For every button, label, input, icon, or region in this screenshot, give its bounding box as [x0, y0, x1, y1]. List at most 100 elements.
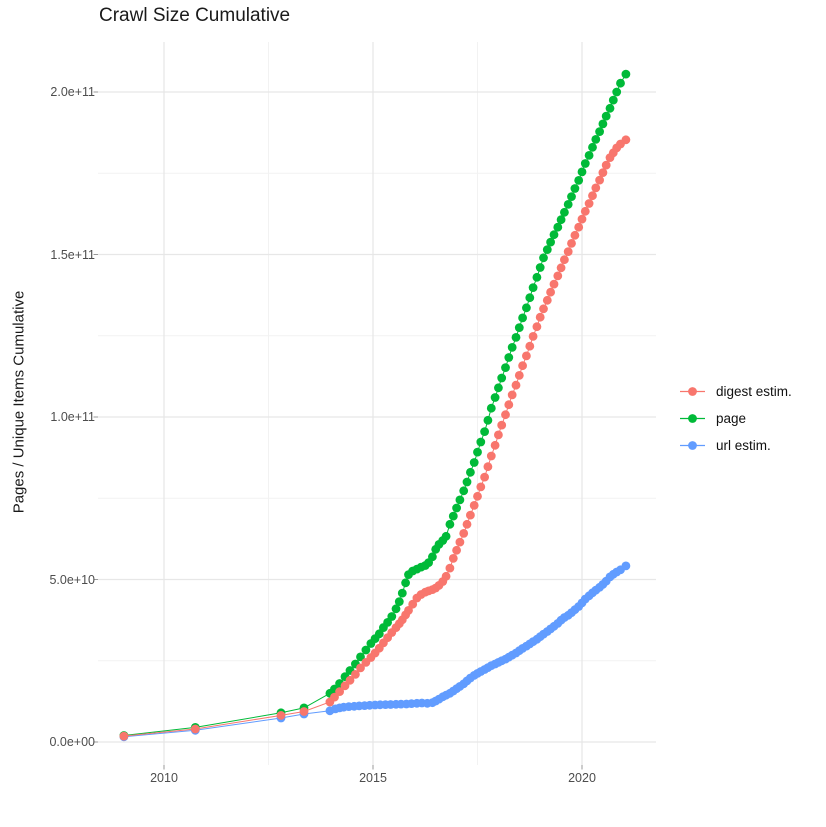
- data-point: [448, 511, 458, 521]
- data-point: [455, 495, 465, 505]
- data-point: [588, 191, 597, 201]
- data-point: [542, 295, 552, 305]
- legend-key-page-icon: [680, 414, 705, 423]
- data-point: [601, 160, 611, 170]
- data-point: [570, 184, 580, 193]
- data-point: [501, 410, 510, 420]
- data-point: [518, 361, 527, 371]
- data-point: [448, 554, 458, 563]
- data-point: [401, 578, 410, 588]
- data-point: [476, 437, 486, 447]
- data-point: [546, 237, 555, 247]
- legend-item-digest: digest estim.: [679, 383, 792, 400]
- data-point: [466, 510, 475, 520]
- data-point: [469, 501, 479, 510]
- data-point: [361, 645, 371, 655]
- data-point: [591, 183, 601, 193]
- data-point: [595, 127, 604, 136]
- data-point: [408, 599, 418, 609]
- legend: digest estim. page url estim.: [679, 383, 792, 454]
- data-point: [567, 192, 576, 202]
- data-point: [553, 222, 563, 232]
- legend-key-digest-icon: [680, 387, 705, 396]
- data-point: [428, 552, 437, 562]
- data-point: [486, 451, 496, 461]
- data-point: [473, 491, 482, 501]
- data-point: [584, 151, 594, 160]
- data-point: [546, 287, 555, 297]
- data-point: [391, 604, 401, 614]
- data-point: [490, 393, 500, 402]
- data-point: [598, 168, 608, 178]
- data-point: [553, 271, 563, 281]
- data-point: [494, 383, 503, 393]
- data-point: [483, 462, 493, 472]
- data-point: [345, 675, 355, 685]
- data-point: [532, 322, 542, 332]
- data-point: [621, 69, 631, 79]
- data-point: [549, 279, 559, 289]
- data-point: [190, 724, 200, 734]
- data-point: [588, 142, 597, 152]
- data-point: [560, 207, 569, 217]
- legend-item-page: page: [679, 410, 792, 427]
- y-tick-label: 1.0e+11: [50, 410, 95, 424]
- legend-key-url-icon: [680, 441, 705, 450]
- data-point: [507, 390, 517, 400]
- data-point: [466, 467, 475, 477]
- data-point: [276, 711, 286, 720]
- data-point: [542, 245, 552, 255]
- data-point: [570, 230, 580, 240]
- data-point: [397, 588, 407, 598]
- data-point: [504, 353, 514, 362]
- data-point: [335, 687, 344, 696]
- data-point: [469, 458, 479, 467]
- data-point: [591, 135, 601, 144]
- data-point: [580, 159, 590, 168]
- data-point: [567, 239, 576, 248]
- data-point: [486, 403, 496, 413]
- data-point: [473, 447, 482, 457]
- data-point: [455, 537, 465, 547]
- data-point: [356, 663, 365, 673]
- data-point: [560, 255, 569, 265]
- chart-title: Crawl Size Cumulative: [99, 5, 291, 26]
- data-point: [404, 606, 413, 615]
- data-point: [522, 303, 531, 313]
- x-tick-label: 2020: [568, 771, 596, 785]
- series-line-digest-estim-: [123, 139, 627, 737]
- data-point: [605, 103, 615, 113]
- data-point: [580, 206, 590, 216]
- data-point: [507, 343, 517, 352]
- data-point: [514, 371, 524, 380]
- data-point: [556, 215, 566, 225]
- data-point: [374, 629, 384, 639]
- data-point: [483, 415, 493, 425]
- data-point: [574, 176, 584, 185]
- data-point: [608, 95, 618, 105]
- data-point: [441, 571, 451, 581]
- data-point: [598, 119, 608, 129]
- data-point: [518, 313, 527, 323]
- data-point: [356, 652, 365, 662]
- data-point: [119, 731, 129, 741]
- data-point: [549, 230, 559, 240]
- data-point: [441, 531, 451, 541]
- data-point: [616, 78, 625, 88]
- data-point: [535, 312, 545, 322]
- data-point: [299, 707, 309, 716]
- y-tick-label: 1.5e+11: [50, 247, 95, 262]
- data-point: [462, 477, 472, 487]
- data-point: [601, 111, 611, 121]
- data-point: [577, 214, 587, 224]
- legend-item-url: url estim.: [679, 437, 792, 454]
- data-point: [511, 333, 521, 342]
- data-point: [459, 486, 469, 496]
- data-point: [501, 363, 510, 372]
- x-tick-label: 2010: [150, 771, 178, 785]
- data-point: [504, 400, 514, 410]
- legend-label-page: page: [716, 411, 747, 426]
- data-point: [574, 222, 584, 232]
